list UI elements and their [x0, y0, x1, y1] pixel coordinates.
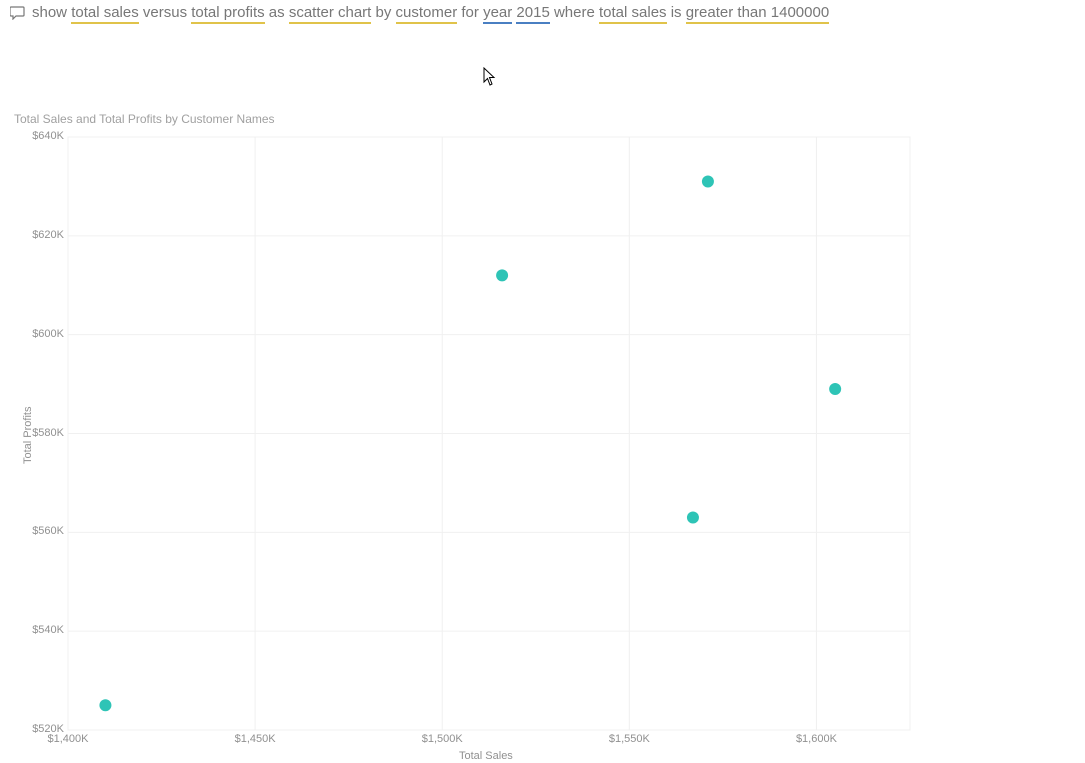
- y-tick-label: $580K: [24, 427, 64, 439]
- y-tick-label: $600K: [24, 328, 64, 340]
- x-tick-label: $1,500K: [412, 733, 472, 745]
- x-axis-label: Total Sales: [459, 750, 513, 762]
- y-tick-label: $560K: [24, 525, 64, 537]
- x-tick-label: $1,600K: [786, 733, 846, 745]
- data-point[interactable]: [496, 269, 508, 281]
- data-point[interactable]: [829, 383, 841, 395]
- y-tick-label: $540K: [24, 624, 64, 636]
- scatter-chart[interactable]: [0, 0, 1085, 763]
- x-tick-label: $1,450K: [225, 733, 285, 745]
- data-point[interactable]: [99, 699, 111, 711]
- y-tick-label: $620K: [24, 229, 64, 241]
- data-point[interactable]: [702, 175, 714, 187]
- y-tick-label: $640K: [24, 130, 64, 142]
- x-tick-label: $1,550K: [599, 733, 659, 745]
- x-tick-label: $1,400K: [38, 733, 98, 745]
- data-point[interactable]: [687, 512, 699, 524]
